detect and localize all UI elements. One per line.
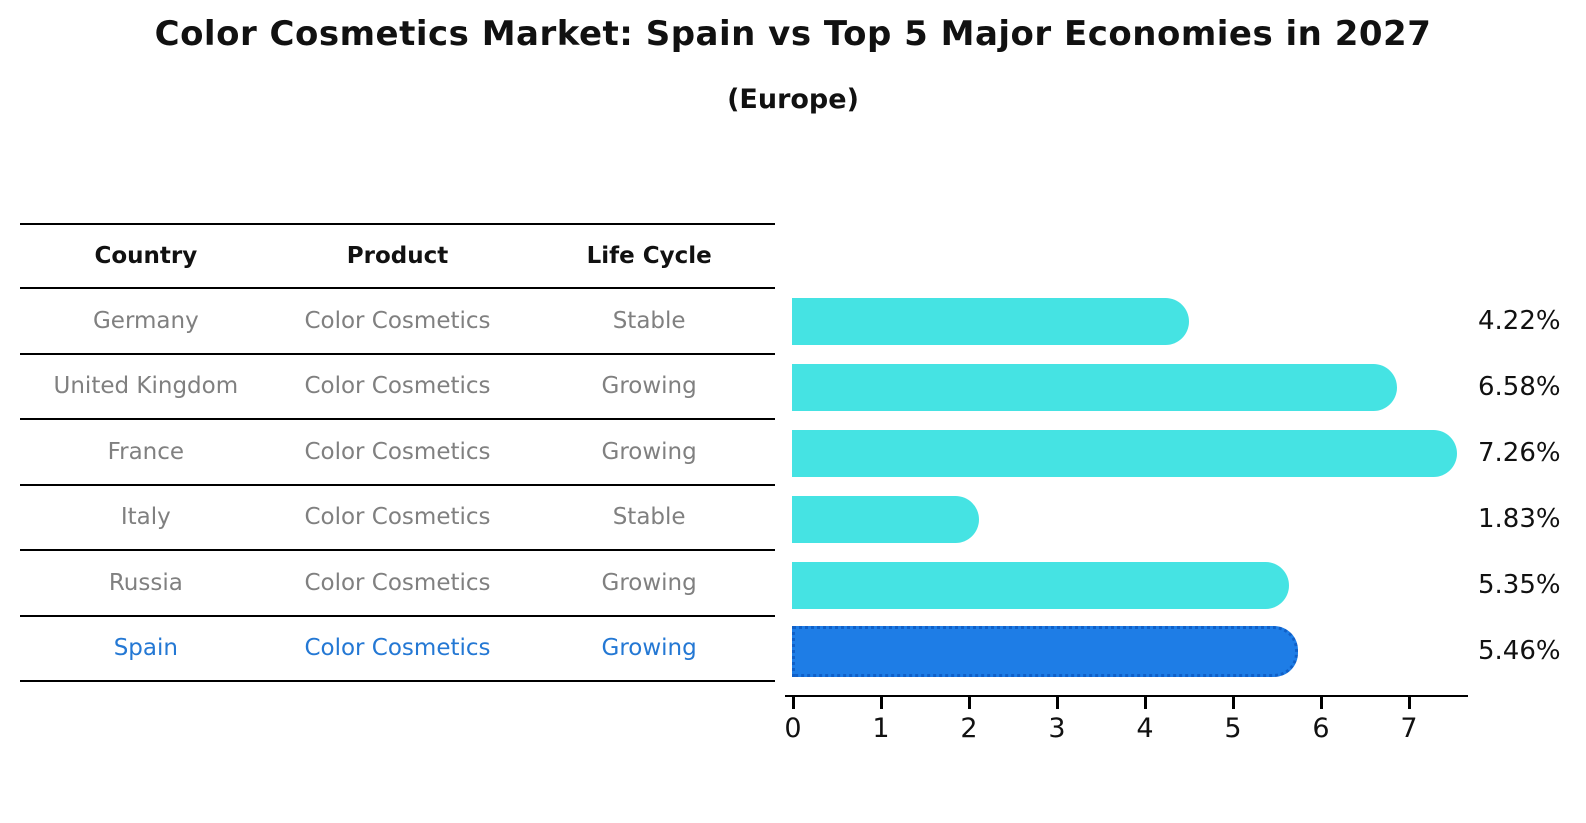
chart-subtitle: (Europe) [727,84,859,115]
value-label-united-kingdom: 6.58% [1478,372,1561,402]
table-row-france: France Color Cosmetics Growing [20,420,775,486]
bar-italy [792,496,980,543]
table-row-united-kingdom: United Kingdom Color Cosmetics Growing [20,355,775,420]
country-cell: Germany [92,307,199,334]
bar-germany [792,298,1190,345]
x-axis-tick-5 [1232,697,1235,709]
bar-france [792,430,1457,477]
table-row-russia: Russia Color Cosmetics Growing [20,551,775,617]
value-label-russia: 5.35% [1478,570,1561,600]
table-row-spain: Spain Color Cosmetics Growing [20,617,775,682]
column-header-country: Country [94,243,198,269]
x-axis-tick-2 [968,697,971,709]
product-cell: Color Cosmetics [304,569,491,596]
product-cell: Color Cosmetics [304,504,491,531]
x-axis-tick-label-7: 7 [1400,713,1418,744]
x-axis-tick-3 [1056,697,1059,709]
value-label-italy: 1.83% [1478,504,1561,534]
x-axis-tick-0 [792,697,795,709]
bars-area [792,288,1468,684]
x-axis-tick-label-0: 0 [784,713,802,744]
product-cell: Color Cosmetics [304,307,491,334]
column-header-life-cycle: Life Cycle [586,243,712,269]
life-cycle-cell: Stable [612,504,686,531]
life-cycle-cell: Stable [612,307,686,334]
table-row-italy: Italy Color Cosmetics Stable [20,486,775,551]
life-cycle-cell: Growing [601,569,697,596]
life-cycle-cell: Growing [601,373,697,400]
product-cell: Color Cosmetics [304,373,491,400]
country-cell: Italy [120,504,171,531]
value-label-germany: 4.22% [1478,306,1561,336]
x-axis-tick-7 [1408,697,1411,709]
product-cell: Color Cosmetics [304,635,491,662]
table-body: Germany Color Cosmetics Stable United Kingd… [20,289,775,682]
bar-russia [792,562,1289,609]
x-axis-tick-1 [880,697,883,709]
x-axis-tick-4 [1144,697,1147,709]
life-cycle-cell: Growing [601,438,697,465]
country-cell: France [107,438,185,465]
product-cell: Color Cosmetics [304,438,491,465]
bar-united-kingdom [792,364,1398,411]
life-cycle-cell: Growing [601,635,697,662]
bar-spain [792,626,1299,677]
x-axis-tick-label-6: 6 [1312,713,1330,744]
x-axis-tick-label-3: 3 [1048,713,1066,744]
x-axis-tick-6 [1320,697,1323,709]
chart-title: Color Cosmetics Market: Spain vs Top 5 M… [154,14,1432,54]
data-table: Country Product Life Cycle Germany Color … [20,223,775,682]
country-cell: United Kingdom [53,373,239,400]
x-axis-tick-label-2: 2 [960,713,978,744]
x-axis: 0 1 2 3 4 5 6 7 [784,695,1468,744]
value-label-spain: 5.46% [1478,636,1561,666]
value-label-france: 7.26% [1478,438,1561,468]
x-axis-tick-label-5: 5 [1224,713,1242,744]
column-header-product: Product [346,243,449,269]
x-axis-tick-label-4: 4 [1136,713,1154,744]
table-row-germany: Germany Color Cosmetics Stable [20,289,775,355]
country-cell: Russia [108,569,183,596]
country-cell: Spain [113,635,178,662]
x-axis-tick-label-1: 1 [872,713,890,744]
table-header-row: Country Product Life Cycle [20,223,775,289]
